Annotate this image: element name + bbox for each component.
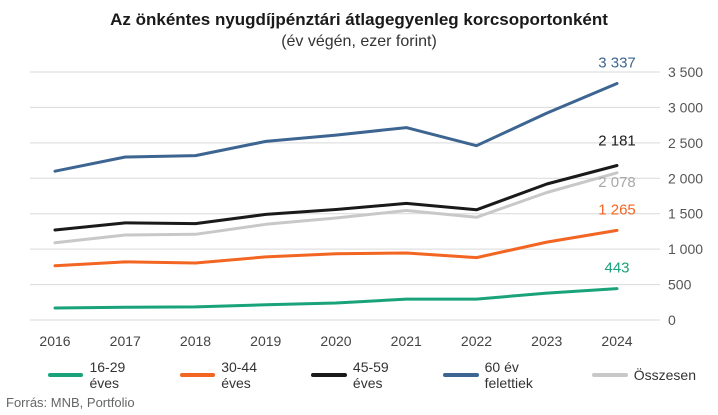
end-label-3: 2 181 (598, 132, 636, 149)
legend-item-4: 60 év felettiek (443, 359, 570, 391)
legend-swatch (311, 373, 347, 377)
legend-swatch (179, 373, 216, 377)
grid-lines (30, 71, 660, 321)
x-tick-label: 2019 (250, 333, 281, 349)
series-line-4 (53, 82, 619, 173)
x-tick-label: 2021 (391, 333, 422, 349)
end-label-5: 2 078 (598, 174, 636, 191)
legend-label: 45-59 éves (352, 359, 389, 391)
y-tick-label: 3 500 (668, 64, 703, 80)
series-line-2 (53, 228, 619, 268)
legend-label: 30-44 éves (221, 359, 257, 391)
legend-item-3: 45-59 éves (311, 359, 421, 391)
end-label-2: 1 265 (598, 201, 636, 218)
x-tick-label: 2016 (39, 333, 70, 349)
end-label-4: 3 337 (598, 55, 636, 72)
legend: 16-29 éves 30-44 éves 45-59 éves 60 év fele… (48, 359, 718, 391)
chart-subtitle: (év végén, ezer forint) (281, 33, 437, 50)
x-tick-label: 2020 (320, 333, 351, 349)
legend-item-2: 30-44 éves (179, 359, 290, 391)
end-labels: 443 1 265 2 181 3 337 2 078 (598, 55, 636, 277)
legend-item-1: 16-29 éves (48, 359, 158, 391)
y-tick-label: 1 000 (668, 241, 703, 257)
legend-label: 60 év felettiek (484, 359, 533, 391)
x-tick-label: 2023 (531, 333, 562, 349)
legend-label: Összesen (633, 367, 696, 383)
y-tick-label: 1 500 (668, 206, 703, 222)
x-tick-label: 2024 (601, 333, 632, 349)
y-tick-label: 0 (668, 312, 676, 328)
y-tick-label: 2 000 (668, 170, 703, 186)
x-axis-ticks: 2016 2017 2018 2019 2020 2021 2022 2023 2024 (39, 333, 632, 349)
end-label-1: 443 (604, 260, 629, 277)
series-line-3 (53, 164, 619, 232)
legend-label: 16-29 éves (89, 359, 126, 391)
x-tick-label: 2017 (110, 333, 141, 349)
source-note: Forrás: MNB, Portfolio (6, 395, 135, 410)
y-tick-label: 3 000 (668, 99, 703, 115)
x-tick-label: 2022 (461, 333, 492, 349)
legend-item-5: Összesen (591, 359, 696, 391)
legend-swatch (48, 373, 84, 377)
series-lines (53, 82, 619, 310)
legend-swatch (591, 373, 628, 377)
series-line-5 (53, 171, 619, 245)
legend-swatch (443, 373, 479, 377)
y-tick-label: 500 (668, 277, 692, 293)
x-tick-label: 2018 (180, 333, 211, 349)
y-tick-label: 2 500 (668, 135, 703, 151)
y-axis-ticks: 0 500 1 000 1 500 2 000 2 500 3 000 3 500 (668, 64, 703, 328)
chart-title: Az önkéntes nyugdíjpénztári átlagegyenle… (110, 10, 608, 29)
series-line-1 (53, 287, 619, 310)
